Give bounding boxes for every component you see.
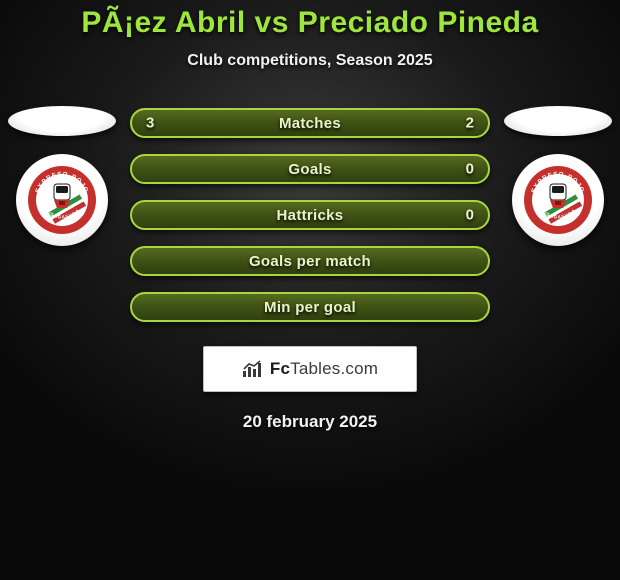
stat-row-min-per-goal: Min per goal [130, 292, 490, 322]
player-right-crest: EXPRESO ROJO [512, 154, 604, 246]
bar-chart-icon [242, 360, 264, 378]
player-right-name-oval [504, 106, 612, 136]
brand-text: FcTables.com [270, 359, 378, 379]
player-left-crest: EXPRESO ROJO [16, 154, 108, 246]
stat-label: Goals per match [249, 253, 371, 270]
comparison-row: EXPRESO ROJO [0, 106, 620, 322]
stat-label: Min per goal [264, 299, 356, 316]
stat-left-value: 3 [146, 115, 154, 132]
player-left-column: EXPRESO ROJO [4, 106, 120, 246]
player-right-column: EXPRESO ROJO [500, 106, 616, 246]
date-text: 20 february 2025 [0, 412, 620, 432]
stat-row-goals: Goals 0 [130, 154, 490, 184]
stat-right-value: 2 [466, 115, 474, 132]
stat-label: Goals [288, 161, 331, 178]
player-left-name-oval [8, 106, 116, 136]
brand-link[interactable]: FcTables.com [203, 346, 417, 392]
crest-icon: EXPRESO ROJO [522, 164, 594, 236]
page-title: PÃ¡ez Abril vs Preciado Pineda [0, 6, 620, 40]
stat-row-matches: 3 Matches 2 [130, 108, 490, 138]
stat-row-hattricks: Hattricks 0 [130, 200, 490, 230]
stat-row-goals-per-match: Goals per match [130, 246, 490, 276]
stat-label: Matches [279, 115, 341, 132]
stats-column: 3 Matches 2 Goals 0 Hattricks 0 Goals pe… [120, 108, 500, 322]
stat-right-value: 0 [466, 207, 474, 224]
page-subtitle: Club competitions, Season 2025 [0, 52, 620, 70]
stat-label: Hattricks [277, 207, 344, 224]
crest-icon: EXPRESO ROJO [26, 164, 98, 236]
stat-right-value: 0 [466, 161, 474, 178]
